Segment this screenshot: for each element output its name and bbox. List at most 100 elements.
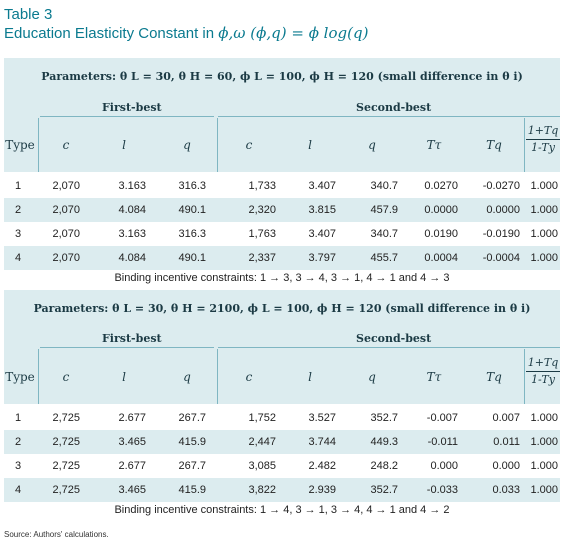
panel-2-col-ty: Tτ — [426, 370, 442, 384]
cell-tq: -0.0270 — [482, 180, 520, 192]
panel-1-col-q2: q — [368, 138, 376, 152]
cell-l2: 3.407 — [308, 180, 336, 192]
cell-q2: 352.7 — [370, 412, 398, 424]
cell-ty: -0.011 — [427, 436, 458, 448]
panel-2-ratio-bar — [526, 371, 560, 372]
cell-c1: 2,070 — [52, 180, 80, 192]
table-row: 2 2,070 4.084 490.1 2,320 3.815 457.9 0.… — [4, 198, 560, 222]
cell-c2: 1,752 — [248, 412, 276, 424]
cell-q1: 490.1 — [178, 252, 206, 264]
cell-c2: 1,763 — [248, 228, 276, 240]
cell-ty: 0.0270 — [424, 180, 458, 192]
panel-2-divider-type — [38, 349, 39, 404]
panel-1-col-l2: l — [308, 138, 312, 152]
cell-l2: 3.407 — [308, 228, 336, 240]
cell-l1: 3.163 — [118, 180, 146, 192]
cell-q1: 490.1 — [178, 204, 206, 216]
caption-math: ϕ,ω (ϕ,q) = ϕ log(q) — [218, 24, 369, 42]
panel-1-col-l1: l — [122, 138, 126, 152]
table-row: 2 2,725 3.465 415.9 2,447 3.744 449.3 -0… — [4, 430, 560, 454]
panel-1-rule-first — [40, 116, 214, 117]
cell-ratio: 1.000 — [530, 412, 558, 424]
panel-1: Parameters: θ L = 30, θ H = 60, ϕ L = 10… — [4, 58, 560, 290]
cell-q2: 457.9 — [370, 204, 398, 216]
cell-c1: 2,725 — [52, 484, 80, 496]
cell-c2: 2,447 — [248, 436, 276, 448]
cell-q2: 449.3 — [370, 436, 398, 448]
panel-1-binding-constraints: Binding incentive constraints: 1 → 3, 3 … — [114, 272, 450, 284]
panel-1-ratio-bar — [526, 139, 560, 140]
cell-ty: 0.0004 — [424, 252, 458, 264]
cell-c2: 3,822 — [248, 484, 276, 496]
cell-c1: 2,725 — [52, 412, 80, 424]
cell-ratio: 1.000 — [530, 180, 558, 192]
cell-l2: 3.527 — [308, 412, 336, 424]
panel-2-col-l1: l — [122, 370, 126, 384]
panel-2-col-q1: q — [183, 370, 191, 384]
table-title: Table 3 Education Elasticity Constant in… — [4, 6, 368, 43]
panel-2-binding-constraints: Binding incentive constraints: 1 → 4, 3 … — [114, 504, 450, 516]
cell-q1: 415.9 — [178, 436, 206, 448]
cell-q2: 248.2 — [370, 460, 398, 472]
table-row: 4 2,070 4.084 490.1 2,337 3.797 455.7 0.… — [4, 246, 560, 270]
panel-2-col-c1: c — [62, 370, 70, 384]
cell-tq: -0.0190 — [482, 228, 520, 240]
cell-c2: 2,337 — [248, 252, 276, 264]
panel-2-rule-first — [40, 347, 214, 348]
cell-c2: 1,733 — [248, 180, 276, 192]
cell-type: 1 — [14, 412, 22, 424]
cell-ratio: 1.000 — [530, 252, 558, 264]
cell-ty: 0.000 — [430, 460, 458, 472]
panel-1-divider-frac — [524, 118, 525, 172]
cell-q1: 267.7 — [178, 412, 206, 424]
panel-1-divider-type — [38, 118, 39, 172]
cell-tq: 0.007 — [492, 412, 520, 424]
panel-2-ratio-den: 1-Ty — [531, 373, 555, 386]
panel-1-col-ratio: 1+Tq 1-Ty — [526, 124, 560, 155]
cell-ty: 0.0000 — [424, 204, 458, 216]
panel-2-col-c2: c — [245, 370, 253, 384]
cell-ratio: 1.000 — [530, 460, 558, 472]
cell-l1: 3.465 — [118, 436, 146, 448]
cell-l2: 3.744 — [308, 436, 336, 448]
panel-2-col-q2: q — [368, 370, 376, 384]
panel-2-divider-frac — [524, 349, 525, 404]
panel-1-group-second: Second-best — [356, 101, 432, 114]
cell-c1: 2,070 — [52, 228, 80, 240]
table-label: Table 3 — [4, 6, 53, 23]
cell-tq: 0.0000 — [486, 204, 520, 216]
panel-2-group-first: First-best — [102, 332, 162, 345]
cell-ty: -0.007 — [426, 412, 458, 424]
cell-l2: 3.815 — [308, 204, 336, 216]
source-note: Source: Authors' calculations. — [4, 530, 109, 539]
panel-1-col-q1: q — [183, 138, 191, 152]
cell-tq: 0.033 — [492, 484, 520, 496]
panel-2-col-type: Type — [5, 370, 35, 384]
table-row: 3 2,725 2.677 267.7 3,085 2.482 248.2 0.… — [4, 454, 560, 478]
panel-1-col-tq: Tq — [486, 138, 502, 152]
panel-2-rule-second — [218, 347, 560, 348]
cell-type: 2 — [14, 436, 22, 448]
panel-1-group-first: First-best — [102, 101, 162, 114]
cell-c2: 3,085 — [248, 460, 276, 472]
table-row: 1 2,070 3.163 316.3 1,733 3.407 340.7 0.… — [4, 174, 560, 198]
cell-l2: 3.797 — [308, 252, 336, 264]
panel-1-ratio-num: 1+Tq — [527, 124, 559, 137]
panel-2-divider-first — [217, 349, 218, 404]
cell-q1: 415.9 — [178, 484, 206, 496]
cell-l1: 4.084 — [118, 252, 146, 264]
cell-q1: 316.3 — [178, 228, 206, 240]
table-row: 4 2,725 3.465 415.9 3,822 2.939 352.7 -0… — [4, 478, 560, 502]
cell-ratio: 1.000 — [530, 484, 558, 496]
cell-l2: 2.939 — [308, 484, 336, 496]
panel-1-rule-second — [218, 116, 560, 117]
cell-type: 3 — [14, 228, 22, 240]
panel-1-col-ty: Tτ — [426, 138, 442, 152]
panel-2-col-ratio: 1+Tq 1-Ty — [526, 356, 560, 387]
panel-1-params: Parameters: θ L = 30, θ H = 60, ϕ L = 10… — [41, 70, 523, 83]
cell-c2: 2,320 — [248, 204, 276, 216]
table-row: 3 2,070 3.163 316.3 1,763 3.407 340.7 0.… — [4, 222, 560, 246]
panel-2-col-tq: Tq — [486, 370, 502, 384]
panel-2-group-second: Second-best — [356, 332, 432, 345]
table-row: 1 2,725 2.677 267.7 1,752 3.527 352.7 -0… — [4, 406, 560, 430]
